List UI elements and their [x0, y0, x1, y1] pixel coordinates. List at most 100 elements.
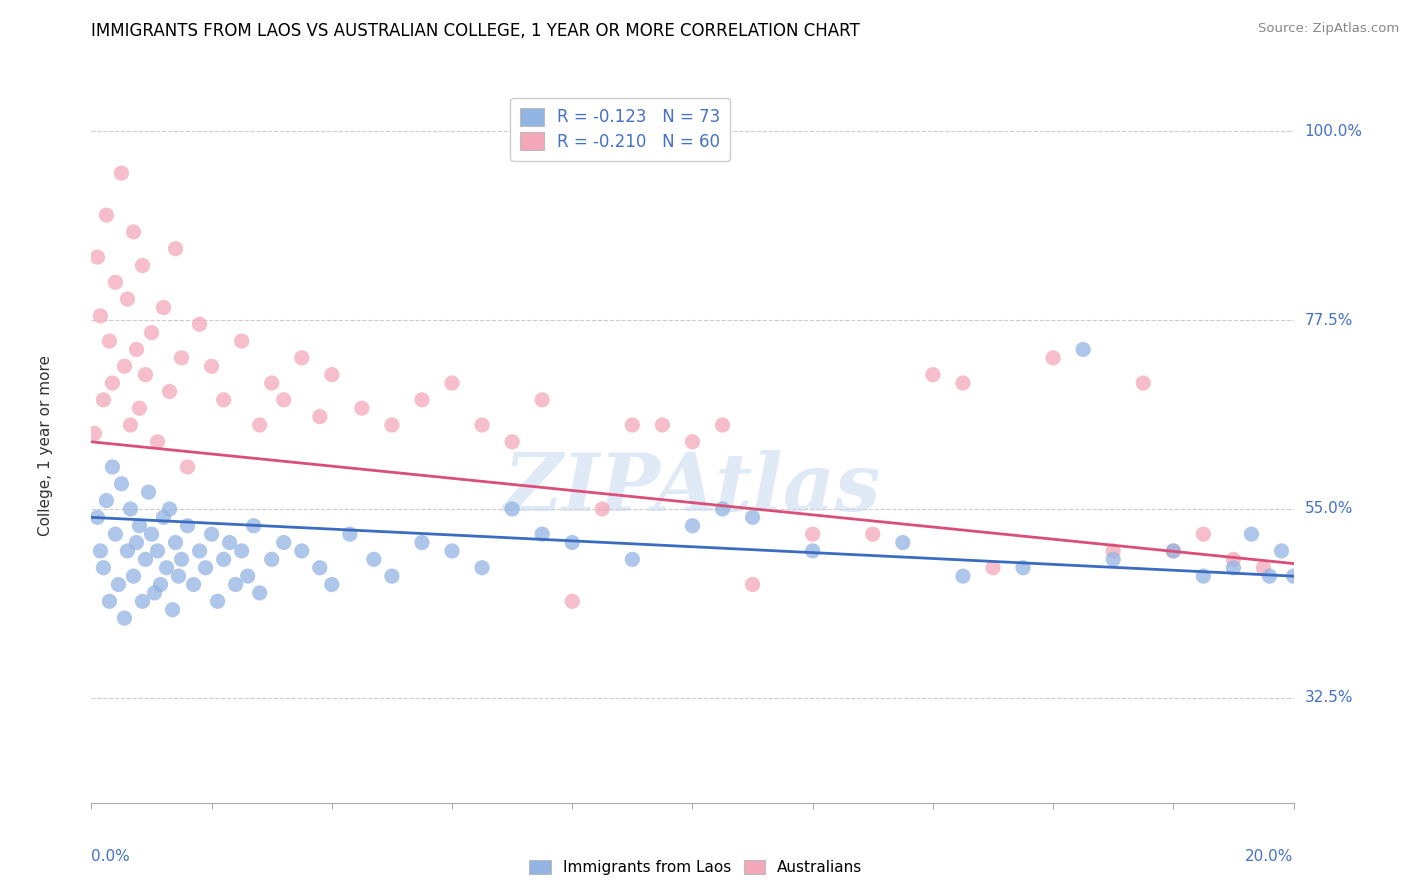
Point [122, 225, 145, 239]
Text: 32.5%: 32.5% [1305, 690, 1353, 706]
Point [134, 368, 156, 382]
Text: 20.0%: 20.0% [1246, 849, 1294, 864]
Point [531, 392, 554, 407]
Point [339, 527, 361, 541]
Point [201, 527, 224, 541]
Text: College, 1 year or more: College, 1 year or more [38, 356, 53, 536]
Point [146, 434, 169, 449]
Point [711, 417, 734, 432]
Point [159, 502, 181, 516]
Point [141, 326, 163, 340]
Point [1258, 569, 1281, 583]
Point [194, 560, 217, 574]
Point [411, 392, 433, 407]
Point [141, 527, 163, 541]
Point [591, 502, 613, 516]
Legend: Immigrants from Laos, Australians: Immigrants from Laos, Australians [524, 855, 868, 880]
Point [381, 417, 404, 432]
Point [381, 569, 404, 583]
Point [561, 535, 583, 549]
Point [212, 392, 235, 407]
Point [120, 417, 142, 432]
Text: 77.5%: 77.5% [1305, 312, 1353, 327]
Point [1042, 351, 1064, 365]
Point [1192, 527, 1215, 541]
Point [165, 535, 187, 549]
Point [128, 518, 150, 533]
Point [143, 586, 166, 600]
Point [89, 544, 111, 558]
Point [1222, 560, 1244, 574]
Point [107, 577, 129, 591]
Point [952, 569, 974, 583]
Point [291, 544, 314, 558]
Point [1270, 544, 1292, 558]
Point [471, 417, 494, 432]
Point [236, 569, 259, 583]
Point [159, 384, 181, 399]
Point [104, 275, 127, 289]
Point [1102, 552, 1125, 566]
Text: 100.0%: 100.0% [1305, 124, 1362, 138]
Point [152, 510, 174, 524]
Legend: R = -0.123   N = 73, R = -0.210   N = 60: R = -0.123 N = 73, R = -0.210 N = 60 [510, 97, 730, 161]
Point [86, 510, 108, 524]
Point [101, 460, 124, 475]
Point [441, 544, 464, 558]
Point [621, 417, 644, 432]
Point [952, 376, 974, 390]
Point [363, 552, 385, 566]
Point [155, 560, 177, 574]
Point [411, 535, 433, 549]
Point [711, 502, 734, 516]
Point [531, 527, 554, 541]
Point [183, 577, 205, 591]
Text: Source: ZipAtlas.com: Source: ZipAtlas.com [1258, 22, 1399, 36]
Point [1192, 569, 1215, 583]
Point [621, 552, 644, 566]
Point [128, 401, 150, 416]
Point [1012, 560, 1035, 574]
Point [98, 334, 121, 348]
Point [207, 594, 229, 608]
Point [89, 309, 111, 323]
Point [681, 434, 703, 449]
Point [741, 577, 763, 591]
Point [162, 603, 184, 617]
Point [176, 518, 198, 533]
Point [131, 259, 153, 273]
Point [681, 518, 703, 533]
Point [93, 392, 115, 407]
Point [651, 417, 673, 432]
Point [1132, 376, 1154, 390]
Point [98, 594, 121, 608]
Point [110, 166, 132, 180]
Point [176, 460, 198, 475]
Point [249, 417, 271, 432]
Point [138, 485, 160, 500]
Point [104, 527, 127, 541]
Point [350, 401, 373, 416]
Point [1161, 544, 1184, 558]
Point [149, 577, 172, 591]
Point [1282, 569, 1305, 583]
Point [561, 594, 583, 608]
Point [1240, 527, 1263, 541]
Point [260, 376, 283, 390]
Point [801, 544, 824, 558]
Point [165, 242, 187, 256]
Point [471, 560, 494, 574]
Point [922, 368, 945, 382]
Point [131, 594, 153, 608]
Point [170, 351, 193, 365]
Point [117, 544, 139, 558]
Point [152, 301, 174, 315]
Point [1161, 544, 1184, 558]
Point [242, 518, 264, 533]
Text: 55.0%: 55.0% [1305, 501, 1353, 516]
Point [249, 586, 271, 600]
Point [93, 560, 115, 574]
Point [146, 544, 169, 558]
Point [225, 577, 247, 591]
Point [291, 351, 314, 365]
